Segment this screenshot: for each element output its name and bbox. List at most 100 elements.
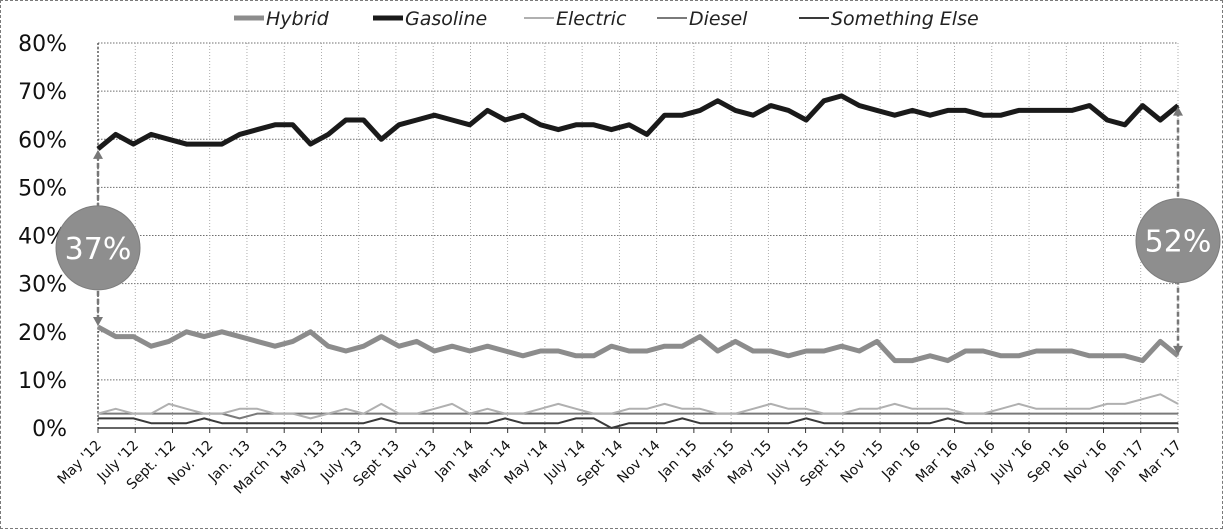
data-point-hybrid [947,360,949,362]
y-tick-label: 50% [18,176,67,201]
data-point-something-else [132,417,135,419]
legend-label-something-else: Something Else [831,8,979,30]
data-point-something-else [345,422,347,424]
data-point-electric [274,412,276,415]
data-point-something-else [168,422,170,424]
data-point-something-else [1053,422,1055,424]
data-point-gasoline [610,129,613,131]
data-point-electric [451,403,453,405]
data-point-gasoline [681,114,683,116]
y-tick-label: 80% [18,32,67,57]
data-point-electric [929,408,931,410]
data-point-diesel [805,412,807,415]
data-point-diesel [486,412,489,415]
data-point-electric [1141,398,1144,400]
data-point-hybrid [185,331,188,333]
data-point-something-else [327,422,329,424]
data-point-diesel [1071,412,1073,415]
data-point-something-else [557,422,559,424]
data-point-hybrid [345,350,347,352]
data-point-something-else [734,422,736,424]
data-point-electric [717,412,719,415]
data-point-diesel [256,412,258,415]
data-point-hybrid [132,335,135,338]
data-point-diesel [239,417,241,419]
data-point-hybrid [486,345,489,347]
data-point-gasoline [911,109,914,111]
data-point-electric [593,412,595,415]
data-point-electric [646,408,648,410]
data-point-hybrid [1124,355,1126,357]
data-point-something-else [150,422,152,424]
data-point-electric [1177,403,1179,405]
data-point-gasoline [593,124,595,126]
data-point-something-else [982,422,984,424]
data-point-gasoline [1159,119,1161,121]
data-point-gasoline [239,133,241,136]
data-point-electric [203,412,205,415]
data-point-hybrid [734,340,736,342]
data-point-diesel [575,412,577,415]
data-point-hybrid [663,345,666,347]
data-point-something-else [575,417,577,419]
data-point-electric [522,412,524,415]
data-point-gasoline [540,124,542,126]
y-tick-label: 10% [18,369,67,394]
data-point-electric [575,408,577,410]
data-point-gasoline [327,133,329,136]
data-point-hybrid [1018,355,1020,357]
data-point-hybrid [894,360,896,362]
data-point-something-else [823,422,825,424]
data-point-hybrid [433,350,435,352]
data-point-gasoline [1000,114,1002,116]
data-point-diesel [1159,412,1161,415]
legend-label-hybrid: Hybrid [266,8,330,30]
data-point-something-else [964,422,967,424]
data-point-hybrid [964,350,967,352]
data-point-diesel [1141,412,1144,415]
data-point-hybrid [1106,355,1108,357]
data-point-gasoline [398,124,400,126]
data-point-gasoline [858,104,860,107]
y-tick-label: 30% [18,273,67,298]
data-point-gasoline [522,114,524,116]
data-point-gasoline [876,109,878,111]
data-point-gasoline [469,124,471,126]
data-point-something-else [841,422,843,424]
data-point-electric [823,412,825,415]
data-point-something-else [911,422,914,424]
data-point-hybrid [681,345,683,347]
data-point-electric [1035,408,1037,410]
data-point-gasoline [416,119,418,121]
data-point-diesel [911,412,914,415]
data-point-electric [292,412,294,415]
data-point-electric [858,408,860,410]
data-point-electric [894,403,896,405]
data-point-hybrid [593,355,595,357]
data-point-something-else [646,422,648,424]
data-point-gasoline [185,143,188,145]
data-point-something-else [97,417,99,419]
data-point-diesel [1018,412,1020,415]
data-point-diesel [1124,412,1126,415]
series-line-diesel [98,412,1178,420]
data-point-hybrid [1071,350,1073,352]
data-point-gasoline [309,143,312,145]
data-point-hybrid [1159,340,1161,342]
data-point-electric [610,412,613,415]
data-point-electric [97,412,99,415]
data-point-something-else [256,422,258,424]
data-point-hybrid [787,355,790,357]
data-point-electric [911,408,914,410]
data-point-something-else [362,422,365,424]
data-point-gasoline [1177,104,1179,107]
data-point-diesel [1053,412,1055,415]
data-point-diesel [646,412,648,415]
data-point-something-else [770,422,772,424]
data-point-hybrid [469,350,471,352]
data-point-diesel [787,412,790,415]
data-point-hybrid [929,355,931,357]
data-point-diesel [115,412,117,415]
callout-label: 52% [1145,225,1212,260]
legend-label-gasoline: Gasoline [405,8,487,30]
